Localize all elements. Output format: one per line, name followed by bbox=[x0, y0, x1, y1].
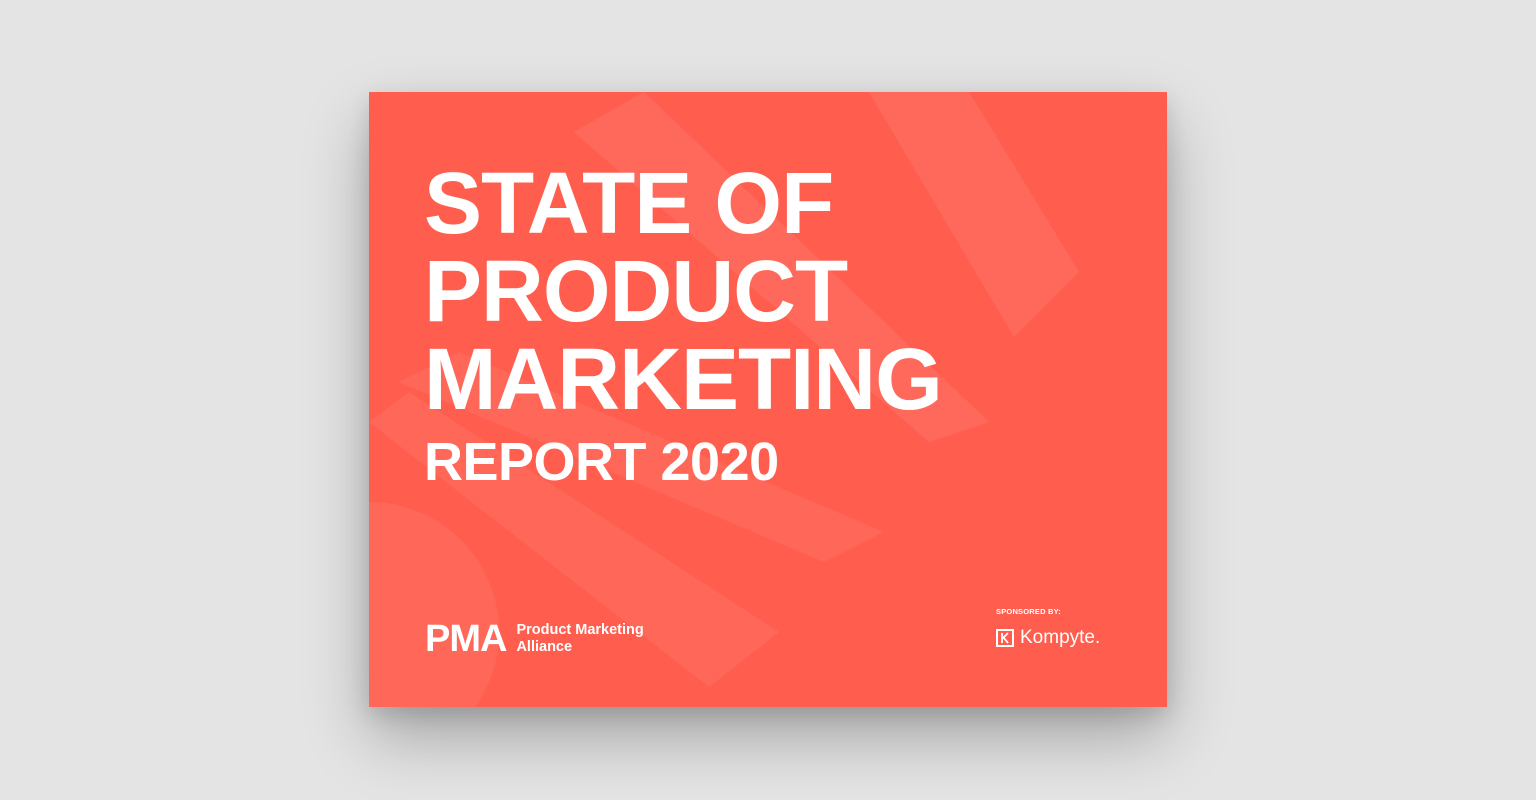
sponsor-name: Kompyte. bbox=[1020, 627, 1101, 648]
publisher-name-line: Product Marketing bbox=[516, 622, 644, 638]
pma-logo: PMA Product Marketing Alliance bbox=[425, 620, 644, 658]
title-line: MARKETING bbox=[424, 331, 943, 428]
publisher-name-line: Alliance bbox=[516, 639, 573, 655]
kompyte-logo: Kompyte. bbox=[996, 628, 1100, 648]
report-cover: STATE OF PRODUCT MARKETING REPORT 2020 P… bbox=[369, 92, 1167, 707]
kompyte-k-icon bbox=[996, 629, 1014, 647]
publisher-name: Product Marketing Alliance bbox=[516, 622, 643, 656]
report-subtitle: REPORT 2020 bbox=[424, 432, 779, 492]
title-line: STATE OF bbox=[424, 155, 834, 252]
title-line: PRODUCT bbox=[424, 243, 848, 340]
sponsor-label: SPONSORED BY: bbox=[996, 607, 1061, 616]
pma-logo-mark: PMA bbox=[425, 618, 507, 660]
background-decoration bbox=[369, 92, 1079, 707]
sponsor-block: SPONSORED BY: Kompyte. bbox=[996, 607, 1100, 648]
report-title: STATE OF PRODUCT MARKETING REPORT 2020 bbox=[424, 155, 943, 493]
